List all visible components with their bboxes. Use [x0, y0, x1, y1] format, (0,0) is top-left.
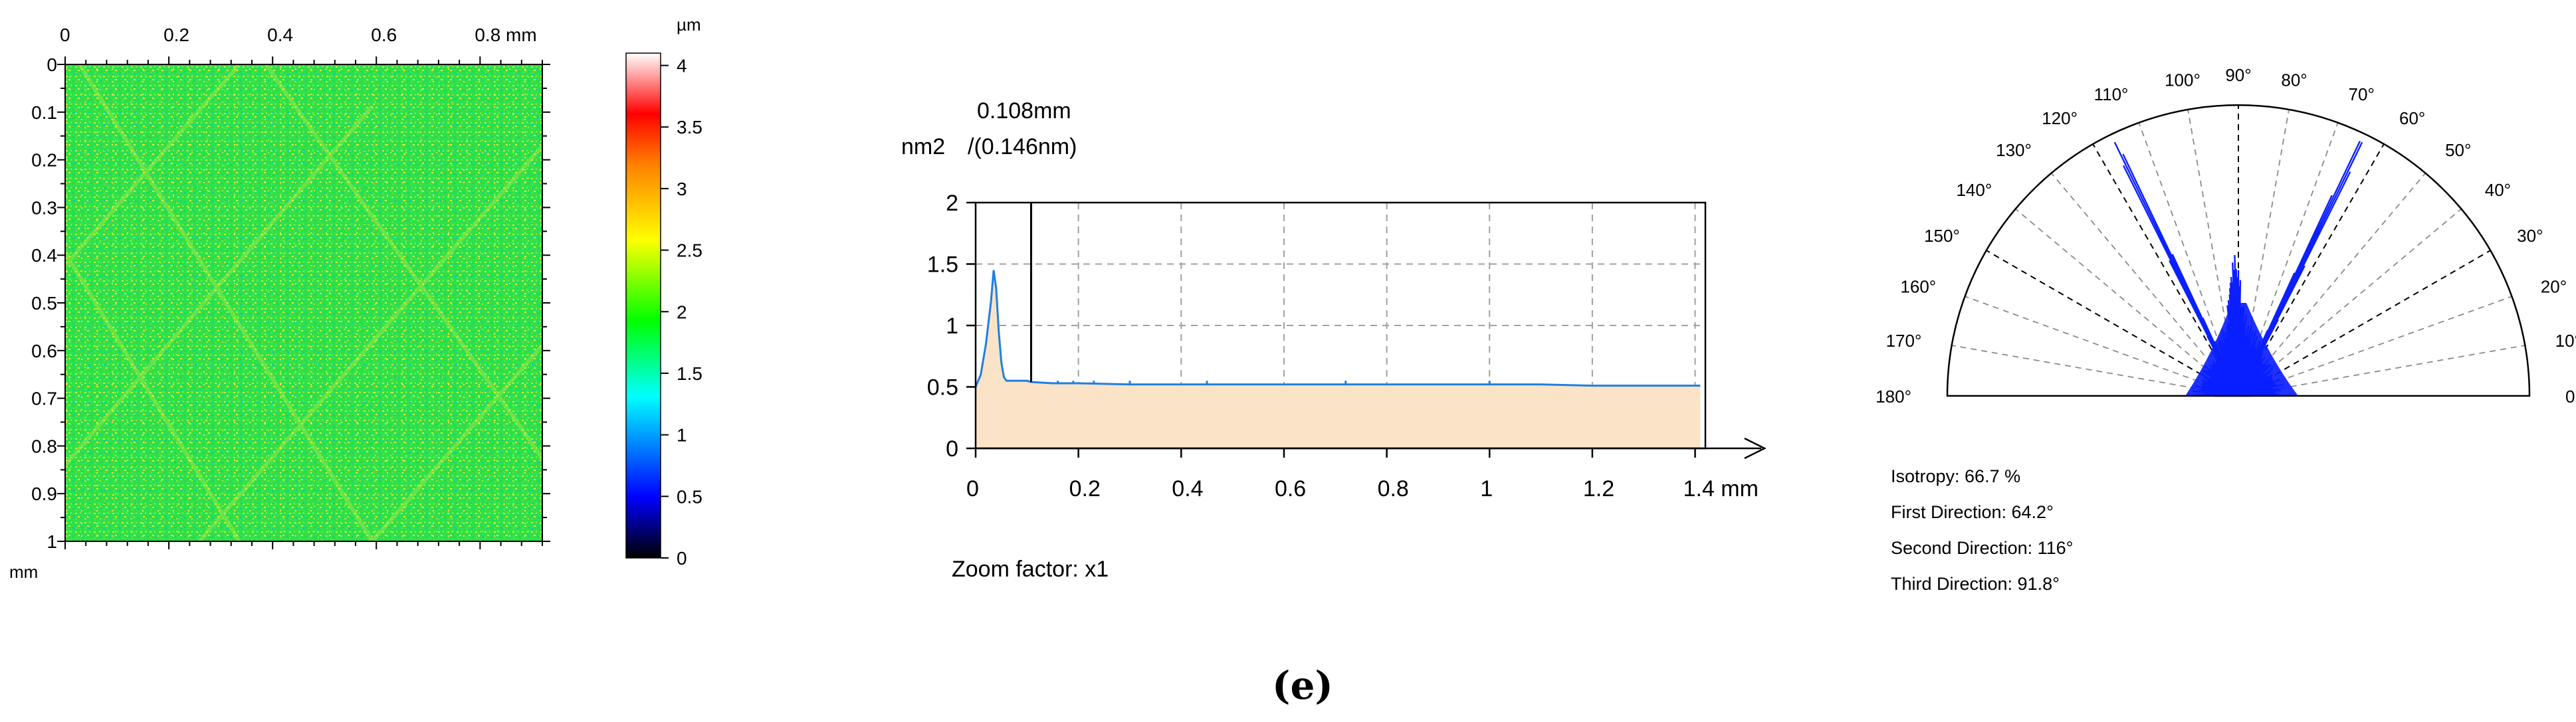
colorbar-unit: µm — [677, 15, 701, 35]
height-map-x-tick-label: 0.2 — [163, 25, 189, 45]
profile-x-tick-label: 1.4 mm — [1683, 476, 1759, 501]
height-map-y-tick-label: 0.6 — [31, 341, 57, 361]
polar-angle-label: 100° — [2165, 70, 2200, 90]
polar-angle-label: 110° — [2094, 84, 2129, 104]
height-map-x-tick-label: 0.8 mm — [475, 25, 536, 45]
polar-stat-line: Second Direction: 116° — [1891, 538, 2073, 558]
polar-angle-label: 40° — [2485, 180, 2511, 200]
profile-x-axis-arrow — [1744, 437, 1767, 460]
polar-angle-label: 10° — [2555, 331, 2576, 351]
colorbar-tick-label: 1.5 — [677, 363, 702, 384]
profile-x-tick-label: 0.2 — [1069, 476, 1101, 501]
height-map-y-tick-label: 0.2 — [31, 150, 57, 171]
polar-angle-label: 150° — [1924, 226, 1960, 246]
polar-angle-label: 170° — [1886, 331, 1922, 351]
polar-rose-plot — [2113, 140, 2363, 397]
figure-label: (e) — [1272, 663, 1333, 708]
profile-footer: Zoom factor: x1 — [952, 557, 1109, 582]
height-map-y-tick-label: 0.8 — [31, 436, 57, 456]
height-map-x-tick-label: 0 — [60, 25, 70, 45]
polar-angle-label: 90° — [2225, 65, 2251, 85]
height-map-diagonal-streaks — [63, 63, 544, 543]
height-map-y-tick-label: 0.7 — [31, 389, 57, 409]
polar-angle-label: 180° — [1876, 387, 1911, 406]
profile-y-tick-label: 0.5 — [927, 375, 958, 401]
polar-angle-label: 30° — [2517, 226, 2543, 246]
polar-rose-panel: 0° 10° 20° 30° 40° 50° 60° 70° 80° 90° 100° 110° 120… — [1876, 65, 2576, 594]
polar-angle-label: 160° — [1900, 276, 1936, 296]
profile-x-tick-label: 0.6 — [1275, 476, 1306, 501]
profile-x-tick-label: 0.8 — [1378, 476, 1409, 501]
colorbar-tick-label: 4 — [677, 56, 687, 76]
height-map-y-unit: mm — [9, 562, 38, 582]
height-map-y-tick-label: 0.9 — [31, 484, 57, 504]
colorbar-ticks: 4 3.5 3 2.5 2 1.5 1 0.5 0 — [661, 56, 702, 569]
profile-x-tick-label: 1.2 — [1583, 476, 1614, 501]
height-map-x-axis: 0 0.2 0.4 0.6 0.8 mm — [60, 25, 543, 549]
height-map-y-tick-label: 0 — [47, 54, 57, 75]
profile-y-tick-label: 1 — [946, 314, 958, 339]
profile-x-tick-label: 1 — [1480, 476, 1493, 501]
profile-x-tick-label: 0.4 — [1172, 476, 1203, 501]
polar-angle-label: 80° — [2281, 70, 2307, 90]
profile-x-tick-label: 0 — [966, 476, 979, 501]
height-map-panel: 0 0.2 0.4 0.6 0.8 mm 00.10.20.30.40.50.60.70… — [9, 25, 550, 582]
colorbar-tick-label: 2 — [677, 302, 687, 322]
colorbar-tick-label: 0 — [677, 548, 687, 569]
profile-chart-panel: 0.108mm /(0.146nm) nm2 0 0.2 0.4 0.6 0.8 1 1.2… — [901, 98, 1767, 582]
colorbar-tick-label: 0.5 — [677, 486, 702, 507]
polar-angle-label: 120° — [2042, 108, 2078, 128]
colorbar-tick-label: 3 — [677, 179, 687, 199]
height-map-y-tick-label: 0.3 — [31, 197, 57, 218]
polar-angle-label: 70° — [2349, 84, 2375, 104]
profile-annotation-line1: 0.108mm — [977, 98, 1071, 124]
colorbar-tick-label: 1 — [677, 425, 687, 446]
polar-stat-line: First Direction: 64.2° — [1891, 502, 2054, 522]
polar-angle-label: 140° — [1956, 180, 1992, 200]
polar-angle-label: 50° — [2445, 140, 2471, 160]
profile-area-fill — [976, 270, 1701, 448]
colorbar: µm 4 3.5 3 2.5 2 1.5 1 0.5 0 — [625, 15, 702, 569]
profile-y-tick-label: 0 — [946, 436, 958, 462]
height-map-y-tick-label: 0.5 — [31, 293, 57, 314]
polar-stat-line: Third Direction: 91.8° — [1891, 574, 2060, 594]
height-map-y-axis: 0 0.1 0.2 0.3 0.4 0.5 0.6 0.7 0.8 0.9 1 — [31, 54, 550, 552]
polar-ray — [1965, 296, 2239, 397]
height-map-x-tick-label: 0.6 — [371, 25, 397, 45]
profile-y-tick-label: 2 — [946, 191, 958, 216]
profile-series-line — [974, 270, 1701, 388]
profile-axes: 0 0.2 0.4 0.6 0.8 1 1.2 1.4 mm 0 0.5 1 1.5 2 — [927, 191, 1767, 501]
polar-angle-labels: 0° 10° 20° 30° 40° 50° 60° 70° 80° 90° 100° 110° 120… — [1876, 65, 2576, 406]
height-map-y-tick-label: 0.1 — [31, 102, 57, 123]
height-map-x-tick-label: 0.4 — [267, 25, 293, 45]
polar-rose-core — [2185, 303, 2298, 396]
polar-angle-label: 130° — [1996, 140, 2032, 160]
height-map-y-tick-label: 1 — [47, 531, 57, 552]
colorbar-tick-label: 2.5 — [677, 240, 702, 261]
polar-ray — [1986, 250, 2239, 397]
polar-stats: Isotropy: 66.7 % First Direction: 64.2° Se… — [1891, 466, 2073, 594]
colorbar-tick-label: 3.5 — [677, 117, 702, 137]
colorbar-gradient — [625, 52, 661, 559]
profile-annotation-line2: /(0.146nm) — [968, 134, 1077, 159]
height-map-texture-overlay — [65, 64, 542, 541]
polar-angle-label: 60° — [2399, 108, 2425, 128]
polar-ray — [1951, 345, 2239, 397]
polar-angle-label: 20° — [2541, 276, 2567, 296]
polar-angle-label: 0° — [2565, 387, 2576, 406]
polar-outline — [1946, 104, 2531, 397]
profile-y-label: nm2 — [901, 134, 945, 159]
height-map-y-tick-label: 0.4 — [31, 245, 57, 266]
polar-stat-line: Isotropy: 66.7 % — [1891, 466, 2020, 486]
profile-y-tick-label: 1.5 — [927, 252, 958, 278]
